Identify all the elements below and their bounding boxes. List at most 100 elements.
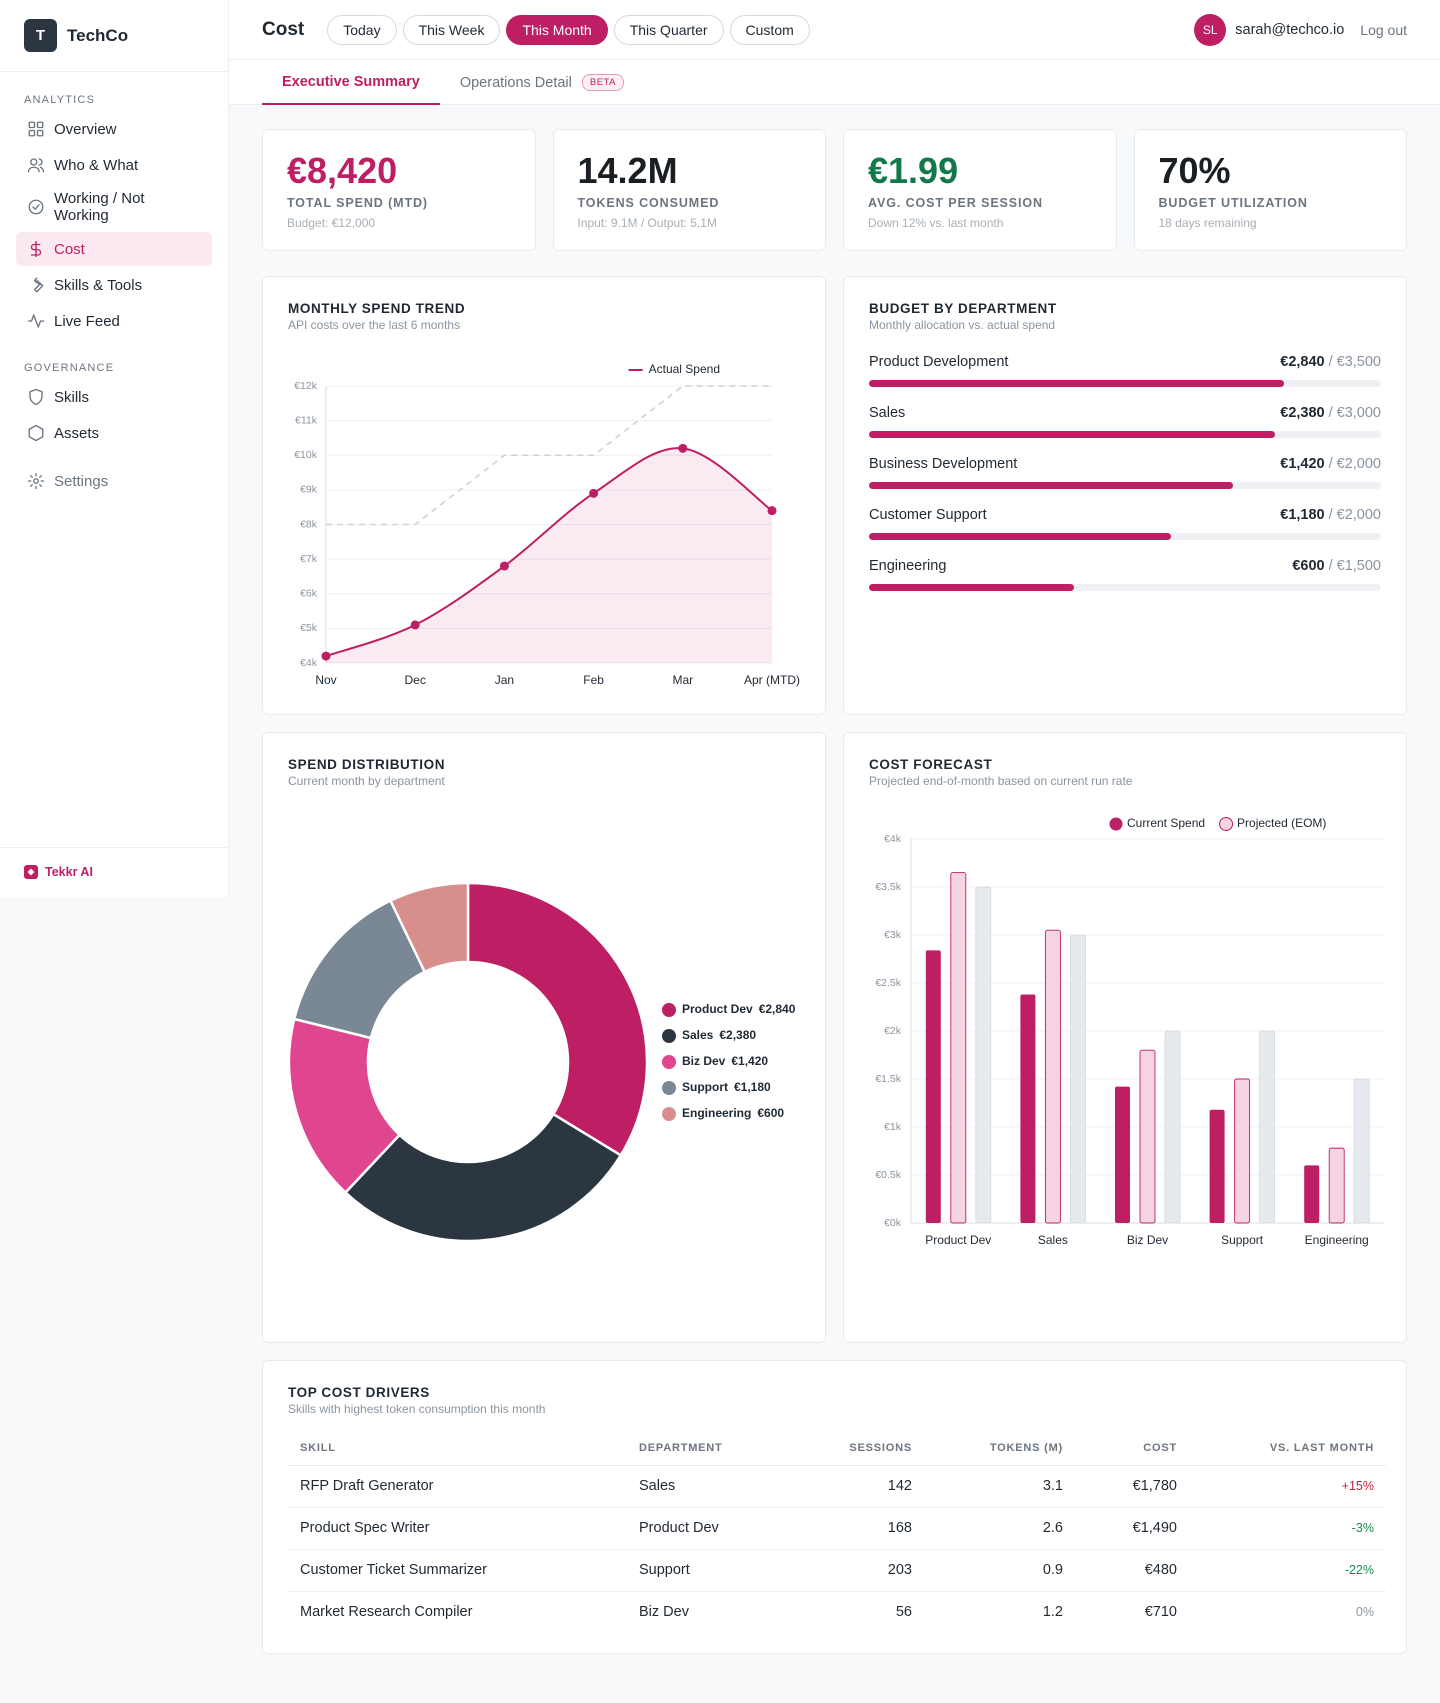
logo: T	[24, 19, 57, 52]
kpi-card: 14.2M TOKENS CONSUMED Input: 9.1M / Output…	[552, 129, 826, 251]
bar	[1304, 1165, 1320, 1223]
table-body: RFP Draft Generator Sales 142 3.1 €1,780 +15%…	[288, 1465, 1386, 1633]
badge: BETA	[581, 74, 624, 91]
tab[interactable]: Executive Summary	[262, 60, 440, 105]
y-tick-label: €6k	[300, 588, 318, 600]
chart-card: BUDGET BY DEPARTMENT Monthly allocation v…	[843, 276, 1407, 715]
icon	[28, 121, 44, 137]
amounts: €600/€1,500	[1292, 557, 1381, 576]
separator: /	[1328, 405, 1333, 421]
x-tick-label: Biz Dev	[1127, 1233, 1168, 1247]
progress-fill	[869, 482, 1233, 489]
cell: Biz Dev	[639, 1604, 689, 1621]
nav-item[interactable]: Who & What	[16, 148, 212, 182]
icon	[27, 472, 45, 490]
bar	[1328, 1147, 1345, 1224]
kpi-card: €1.99 AVG. COST PER SESSION Down 12% vs. l…	[843, 129, 1117, 251]
column-header: SESSIONS	[827, 1431, 924, 1466]
x-tick-label: Engineering	[1305, 1233, 1369, 1247]
y-tick-label: €2k	[884, 1025, 902, 1037]
chart-title: COST FORECAST	[869, 757, 993, 772]
nav-item[interactable]: Live Feed	[16, 304, 212, 338]
kpi-row: €8,420 TOTAL SPEND (MTD) Budget: €12,000 14…	[262, 129, 1407, 251]
kpi-note: Budget: €12,000	[287, 216, 376, 230]
y-tick-label: €7k	[300, 553, 318, 565]
icon-shape	[28, 121, 36, 129]
range-pill[interactable]: This Week	[402, 14, 501, 45]
icon	[27, 314, 45, 328]
avatar: SL	[1194, 13, 1227, 46]
page-title: Cost	[262, 18, 305, 40]
icon-shape	[36, 121, 44, 129]
spend-label: €2,380	[1280, 405, 1325, 421]
amounts: €2,380/€3,000	[1280, 404, 1381, 423]
legend-label: Current Spend	[1127, 816, 1205, 830]
progress-row: Sales €2,380/€3,000	[869, 404, 1381, 455]
email: sarah@techco.io	[1235, 21, 1345, 38]
spend-label: €1,420	[1280, 456, 1325, 472]
separator: /	[1328, 507, 1333, 523]
department-label: Business Development	[869, 456, 1018, 472]
legend-label: Engineering	[682, 1106, 751, 1120]
progress-header: Engineering €600/€1,500	[869, 557, 1381, 576]
nav-item[interactable]: Working / Not Working	[16, 184, 212, 230]
line-chart: €4k €5k €6k €7k €8k €9k €10k €11k €12k Nov Dec Jan F…	[294, 362, 800, 687]
legend-item: Engineering €600	[682, 1106, 784, 1120]
legend-swatch	[662, 1081, 676, 1095]
slice	[287, 1017, 402, 1195]
kpi-value: €1.99	[868, 150, 959, 191]
nav-item[interactable]: Assets	[16, 416, 212, 450]
range-pill[interactable]: This Month	[506, 14, 608, 45]
section-title: GOVERNANCE	[24, 362, 115, 374]
kpi-value: 14.2M	[577, 150, 678, 191]
nav-item[interactable]: Skills	[16, 380, 212, 414]
kpi-label: TOKENS CONSUMED	[577, 196, 720, 210]
legend-label: Actual Spend	[649, 362, 720, 376]
brand-name: TechCo	[67, 25, 129, 45]
table-row: RFP Draft Generator Sales 142 3.1 €1,780 +15%	[288, 1465, 1386, 1508]
range-pill[interactable]: Custom	[729, 14, 810, 45]
nav-item[interactable]: Cost	[16, 232, 212, 266]
legend-label: Sales	[682, 1028, 714, 1042]
cell: 142	[827, 1465, 924, 1508]
nav-item[interactable]: Skills & Tools	[16, 268, 212, 302]
kpi-card: €8,420 TOTAL SPEND (MTD) Budget: €12,000	[262, 129, 536, 251]
cost-table: SKILL DEPARTMENT SESSIONS TOKENS (M) COST VS.…	[288, 1431, 1386, 1633]
kpi-label: BUDGET UTILIZATION	[1158, 196, 1308, 210]
legend-swatch	[662, 1003, 676, 1017]
icon-shape	[27, 314, 45, 328]
chart-subtitle: Projected end-of-month based on current …	[869, 774, 1133, 788]
chart-subtitle: Current month by department	[288, 774, 445, 788]
y-tick-label: €8k	[300, 518, 318, 530]
progress-track	[869, 584, 1381, 591]
progress-track	[869, 431, 1381, 438]
bar	[1164, 1030, 1181, 1224]
table-card: TOP COST DRIVERS Skills with highest toke…	[262, 1360, 1407, 1654]
range-pill[interactable]: This Quarter	[613, 14, 724, 45]
tab[interactable]: Operations Detail BETA	[440, 60, 644, 105]
budget-label: €3,000	[1336, 405, 1381, 421]
cell: €480	[1075, 1549, 1189, 1592]
chart-row: SPEND DISTRIBUTION Current month by depar…	[262, 732, 1407, 1343]
y-tick-label: €11k	[295, 414, 318, 426]
nav-item[interactable]: Settings	[16, 464, 212, 498]
range-pill[interactable]: Today	[327, 14, 397, 45]
logout[interactable]: Log out	[1360, 21, 1407, 38]
bar	[1209, 1109, 1225, 1223]
kpi-note: 18 days remaining	[1158, 216, 1257, 230]
sidebar-footer: Tekkr AI	[0, 847, 228, 896]
kpi-card: 70% BUDGET UTILIZATION 18 days remaining	[1133, 129, 1407, 251]
progress-row: Engineering €600/€1,500	[869, 557, 1381, 608]
progress-fill	[869, 380, 1285, 387]
progress-track	[869, 380, 1381, 387]
icon-shape	[28, 199, 44, 215]
footer-label: Tekkr AI	[45, 865, 93, 879]
nav-item[interactable]: Overview	[16, 112, 212, 146]
icon-shape	[38, 158, 45, 173]
department-label: Customer Support	[869, 507, 987, 523]
table-row: Product Spec Writer Product Dev 168 2.6 €1,4…	[288, 1507, 1386, 1550]
y-tick-label: €2.5k	[875, 977, 901, 989]
bar	[1069, 934, 1086, 1224]
cell: Sales	[627, 1465, 827, 1508]
